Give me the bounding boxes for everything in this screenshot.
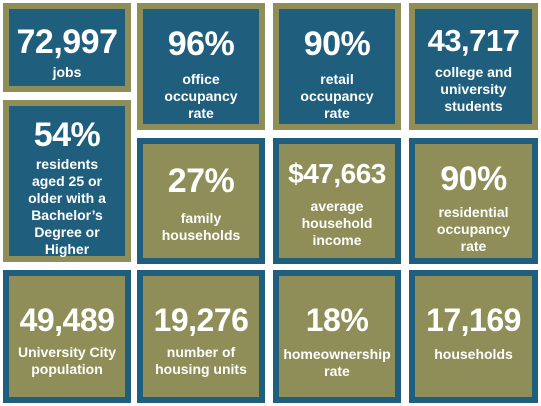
stat-tile-jobs: 72,997 jobs [3, 3, 131, 92]
stat-tile-family-households: 27% family households [137, 138, 265, 264]
stat-value: 49,489 [19, 302, 115, 338]
stat-value: 54% [33, 116, 101, 154]
stat-label: residential occupancy rate [436, 204, 511, 254]
stat-value: 43,717 [427, 23, 520, 58]
stat-label: average household income [301, 198, 373, 248]
stat-label: homeownership rate [283, 346, 391, 379]
stat-value: 27% [167, 162, 235, 200]
stat-label: residents aged 25 or older with a Bachel… [28, 156, 106, 257]
stat-label: retail occupancy rate [300, 71, 374, 121]
stat-value: 90% [303, 25, 371, 63]
stat-label: University City population [17, 344, 117, 377]
stat-value: 17,169 [426, 302, 521, 338]
stat-tile-homeownership: 18% homeownership rate [273, 270, 401, 403]
stat-value: 90% [440, 160, 507, 198]
stat-value: $47,663 [288, 158, 386, 189]
stat-label: family households [161, 210, 241, 243]
stat-tile-housing-units: 19,276 number of housing units [137, 270, 265, 403]
stat-value: 19,276 [153, 302, 249, 338]
stat-label: number of housing units [155, 344, 247, 377]
stat-tile-office-occupancy: 96% office occupancy rate [137, 3, 265, 130]
stat-tile-population: 49,489 University City population [3, 270, 131, 403]
stat-label: jobs [52, 64, 82, 80]
stat-tile-bachelors-degree: 54% residents aged 25 or older with a Ba… [3, 100, 131, 262]
stat-value: 72,997 [16, 23, 119, 61]
stat-label: office occupancy rate [164, 71, 238, 121]
stat-tile-students: 43,717 college and university students [409, 3, 538, 130]
stat-tile-household-income: $47,663 average household income [273, 138, 401, 264]
stat-tile-households: 17,169 households [409, 270, 538, 403]
stat-value: 18% [305, 302, 369, 338]
stat-value: 96% [167, 25, 235, 63]
stat-tile-residential-occupancy: 90% residential occupancy rate [409, 138, 538, 264]
stat-label: college and university students [434, 64, 513, 114]
stat-label: households [434, 346, 513, 362]
stat-tile-retail-occupancy: 90% retail occupancy rate [273, 3, 401, 130]
